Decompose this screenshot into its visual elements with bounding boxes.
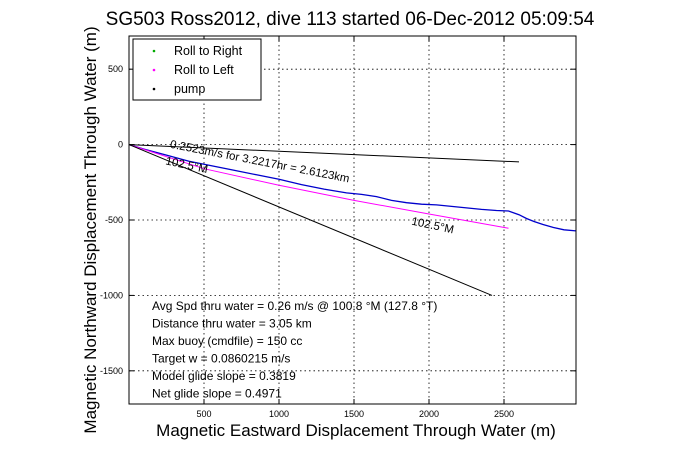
- legend-label: pump: [174, 82, 205, 96]
- legend-marker: [152, 68, 156, 72]
- stats-text-block: Avg Spd thru water = 0.26 m/s @ 100.8 °M…: [152, 299, 437, 401]
- series-line-4: [128, 144, 493, 296]
- x-axis-label: Magnetic Eastward Displacement Through W…: [156, 421, 556, 440]
- legend-label: Roll to Left: [174, 63, 234, 77]
- x-tick-label: 1500: [344, 409, 364, 419]
- series-line-2: [128, 144, 509, 229]
- stats-line: Net glide slope = 0.4971: [152, 387, 282, 401]
- x-tick-label: 2500: [494, 409, 514, 419]
- data-series: [128, 143, 577, 296]
- stats-line: Model glide slope = 0.3819: [152, 369, 296, 383]
- y-axis-label: Magnetic Northward Displacement Through …: [81, 26, 100, 433]
- stats-line: Distance thru water = 3.05 km: [152, 317, 312, 331]
- legend: Roll to Right Roll to Left pump: [132, 38, 262, 101]
- y-tick-label: -1000: [100, 290, 123, 300]
- legend-label: Roll to Right: [174, 44, 243, 58]
- grid-lines: [129, 36, 576, 404]
- y-tick-label: 0: [118, 140, 123, 150]
- legend-marker: [152, 87, 156, 91]
- stats-line: Max buoy (cmdfile) = 150 cc: [152, 334, 302, 348]
- stats-line: Avg Spd thru water = 0.26 m/s @ 100.8 °M…: [152, 299, 437, 313]
- x-tick-label: 2000: [419, 409, 439, 419]
- axis-ticks: 500 1000 1500 2000 2500 500 0 -500 -1000 -1500: [100, 36, 576, 419]
- series-line-3: [128, 144, 520, 163]
- y-tick-label: -1500: [100, 366, 123, 376]
- legend-marker: [152, 49, 156, 53]
- stats-line: Target w = 0.0860215 m/s: [152, 352, 290, 366]
- x-tick-label: 1000: [269, 409, 289, 419]
- y-tick-label: -500: [105, 215, 123, 225]
- y-tick-label: 500: [108, 64, 123, 74]
- x-tick-label: 500: [196, 409, 211, 419]
- chart-title: SG503 Ross2012, dive 113 started 06-Dec-…: [106, 9, 595, 30]
- series-line-1: [128, 143, 577, 232]
